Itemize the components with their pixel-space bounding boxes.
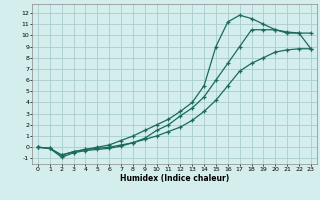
X-axis label: Humidex (Indice chaleur): Humidex (Indice chaleur) xyxy=(120,174,229,183)
